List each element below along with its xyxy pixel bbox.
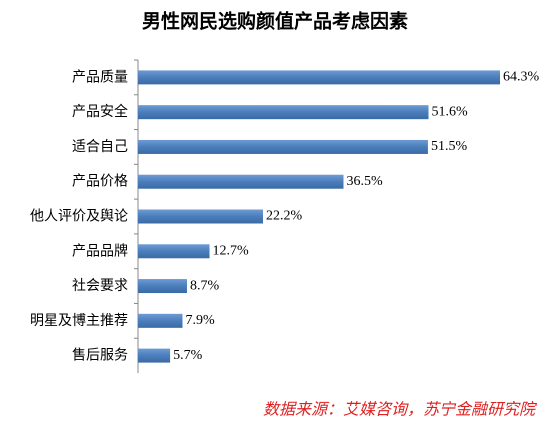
- value-label: 12.7%: [212, 243, 249, 258]
- bar: [138, 105, 429, 120]
- bar: [138, 348, 171, 363]
- value-label: 51.5%: [431, 139, 468, 154]
- bar: [138, 279, 187, 294]
- bar: [138, 139, 428, 154]
- value-label: 22.2%: [266, 209, 303, 224]
- bar: [138, 174, 344, 189]
- category-label: 产品品牌: [72, 242, 128, 259]
- source-note: 数据来源：艾媒咨询，苏宁金融研究院: [263, 400, 538, 419]
- value-label: 64.3%: [503, 70, 540, 85]
- value-label: 36.5%: [346, 174, 383, 189]
- bar: [138, 70, 500, 85]
- chart-title: 男性网民选购颜值产品考虑因素: [142, 10, 408, 33]
- value-label: 5.7%: [173, 348, 203, 363]
- category-label: 产品质量: [72, 69, 128, 85]
- value-label: 8.7%: [190, 278, 220, 293]
- category-label: 产品价格: [72, 174, 128, 190]
- value-label: 7.9%: [185, 313, 215, 328]
- category-label: 他人评价及舆论: [30, 209, 128, 225]
- category-label: 产品安全: [72, 103, 128, 120]
- bar: [138, 244, 210, 259]
- category-label: 适合自己: [72, 139, 128, 155]
- bar: [138, 313, 183, 328]
- bar: [138, 209, 263, 224]
- category-label: 社会要求: [72, 278, 128, 294]
- value-label: 51.6%: [432, 104, 469, 119]
- category-label: 明星及博主推荐: [30, 312, 128, 329]
- category-label: 售后服务: [72, 348, 128, 364]
